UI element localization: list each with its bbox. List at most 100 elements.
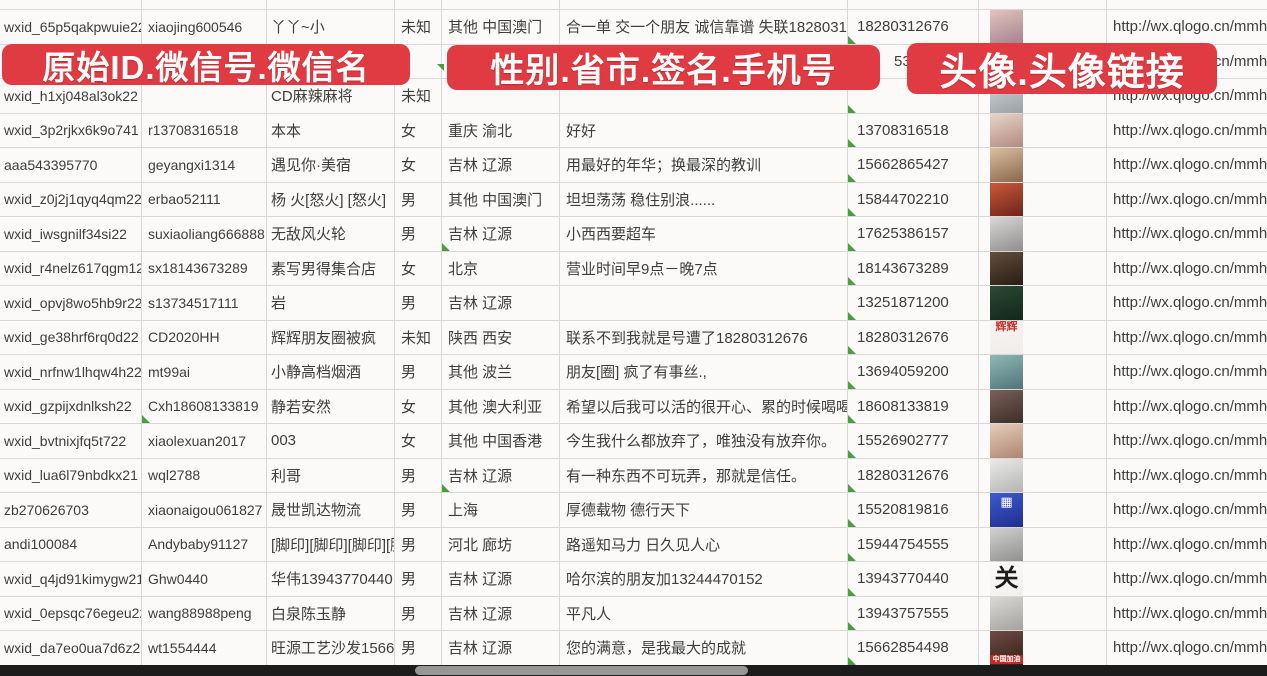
cell-avatar[interactable] (979, 389, 1107, 423)
cell-avatar-url[interactable]: http://wx.qlogo.cn/mmhead (1113, 466, 1267, 484)
cell-signature[interactable]: 小西西要超车 (560, 217, 848, 251)
cell-original-id[interactable]: wxid_opvj8wo5hb9r22 (0, 286, 142, 320)
cell-wechat-id[interactable]: Andybaby91127 (142, 527, 267, 561)
cell-original-id[interactable]: wxid_q4jd91kimygw21 (0, 562, 142, 596)
cell-region[interactable]: 吉林 辽源 (442, 217, 560, 251)
cell-wechat-name[interactable]: 小静高档烟酒 (267, 355, 395, 389)
cell-phone[interactable]: 15944754555 (848, 527, 979, 561)
cell-signature[interactable]: 厚德载物 德行天下 (560, 493, 848, 527)
cell-avatar-url[interactable]: http://wx.qlogo.cn/mmhead (1113, 259, 1267, 277)
cell-wechat-id[interactable]: Cxh18608133819 (142, 389, 267, 423)
cell-wechat-name[interactable]: 003 (267, 424, 395, 458)
cell-avatar[interactable] (979, 596, 1107, 630)
cell-wechat-name[interactable]: 本本 (267, 113, 395, 147)
cell-gender[interactable]: 未知 (395, 10, 442, 44)
cell-signature[interactable]: 坦坦荡荡 稳住别浪...... (560, 182, 848, 216)
cell-region[interactable]: 吉林 辽源 (442, 458, 560, 492)
cell-wechat-id[interactable]: xiaojing600546 (142, 10, 267, 44)
cell-original-id[interactable]: wxid_lua6l79nbdkx21 (0, 458, 142, 492)
cell-original-id[interactable]: wxid_r4nelz617qgm12 (0, 251, 142, 285)
cell-avatar-url[interactable]: http://wx.qlogo.cn/mmhead (1113, 294, 1267, 312)
cell-phone[interactable]: 18143673289 (848, 251, 979, 285)
cell-original-id[interactable]: wxid_3p2rjkx6k9o741 (0, 113, 142, 147)
cell-avatar-url[interactable]: http://wx.qlogo.cn/mmhead (1113, 639, 1267, 657)
cell-avatar[interactable] (979, 251, 1107, 285)
cell-wechat-id[interactable]: wt1554444 (142, 631, 267, 665)
cell-gender[interactable]: 男 (395, 217, 442, 251)
cell-avatar[interactable] (979, 182, 1107, 216)
cell-wechat-name[interactable]: 岩 (267, 286, 395, 320)
cell-wechat-id[interactable]: erbao52111 (142, 182, 267, 216)
cell-gender[interactable]: 男 (395, 458, 442, 492)
cell-phone[interactable]: 15520819816 (848, 493, 979, 527)
cell-avatar[interactable] (979, 10, 1107, 44)
cell-wechat-name[interactable]: CD麻辣麻将 (267, 79, 395, 113)
cell-avatar-url[interactable]: http://wx.qlogo.cn/mmhead (1113, 432, 1267, 450)
horizontal-scrollbar[interactable] (0, 665, 1267, 676)
cell-original-id[interactable]: wxid_z0j2j1qyq4qm22 (0, 182, 142, 216)
cell-signature[interactable]: 哈尔滨的朋友加13244470152 (560, 562, 848, 596)
cell-region[interactable]: 陕西 西安 (442, 320, 560, 354)
cell-signature[interactable]: 用最好的年华；换最深的教训 (560, 148, 848, 182)
cell-wechat-id[interactable]: geyangxi1314 (142, 148, 267, 182)
cell-avatar-url[interactable]: http://wx.qlogo.cn/mmhead (1113, 328, 1267, 346)
cell-phone[interactable]: 13251871200 (848, 286, 979, 320)
cell-avatar[interactable] (979, 458, 1107, 492)
cell-gender[interactable]: 女 (395, 251, 442, 285)
cell-region[interactable]: 北京 (442, 251, 560, 285)
cell-original-id[interactable]: wxid_ge38hrf6rq0d22 (0, 320, 142, 354)
cell-wechat-id[interactable]: r13708316518 (142, 113, 267, 147)
cell-original-id[interactable]: wxid_bvtnixjfq5t722 (0, 424, 142, 458)
cell-avatar[interactable] (979, 148, 1107, 182)
cell-phone[interactable]: 17625386157 (848, 217, 979, 251)
cell-original-id[interactable]: wxid_gzpijxdnlksh22 (0, 389, 142, 423)
cell-wechat-name[interactable]: 遇见你·美宿 (267, 148, 395, 182)
cell-avatar-url[interactable]: http://wx.qlogo.cn/mmhead (1113, 121, 1267, 139)
cell-wechat-id[interactable]: s13734517111 (142, 286, 267, 320)
cell-avatar-url[interactable]: http://wx.qlogo.cn/mmhead (1113, 18, 1267, 36)
cell-avatar[interactable]: 中国加油 (979, 631, 1107, 665)
cell-region[interactable]: 吉林 辽源 (442, 631, 560, 665)
cell-wechat-id[interactable]: Ghw0440 (142, 562, 267, 596)
cell-region[interactable]: 吉林 辽源 (442, 562, 560, 596)
cell-wechat-id[interactable]: CD2020HH (142, 320, 267, 354)
cell-phone[interactable]: 13708316518 (848, 113, 979, 147)
cell-avatar[interactable] (979, 424, 1107, 458)
cell-gender[interactable]: 未知 (395, 79, 442, 113)
cell-wechat-id[interactable]: sx18143673289 (142, 251, 267, 285)
cell-original-id[interactable]: wxid_nrfnw1lhqw4h22 (0, 355, 142, 389)
cell-signature[interactable]: 您的满意，是我最大的成就 (560, 631, 848, 665)
cell-wechat-name[interactable]: 无敌风火轮 (267, 217, 395, 251)
cell-avatar-url[interactable]: http://wx.qlogo.cn/mmhead (1113, 156, 1267, 174)
scrollbar-handle[interactable] (415, 666, 748, 675)
cell-avatar-url[interactable]: http://wx.qlogo.cn/mmhead (1113, 225, 1267, 243)
cell-region[interactable]: 吉林 辽源 (442, 286, 560, 320)
cell-signature[interactable] (560, 286, 848, 320)
cell-avatar-url[interactable]: http://wx.qlogo.cn/mmhead (1113, 363, 1267, 381)
cell-original-id[interactable]: wxid_65p5qakpwuie22 (0, 10, 142, 44)
cell-gender[interactable]: 男 (395, 355, 442, 389)
cell-gender[interactable]: 男 (395, 631, 442, 665)
cell-phone[interactable]: 15662865427 (848, 148, 979, 182)
cell-region[interactable]: 其他 澳大利亚 (442, 389, 560, 423)
cell-avatar[interactable]: ▦ (979, 493, 1107, 527)
cell-avatar[interactable] (979, 286, 1107, 320)
cell-signature[interactable]: 合一单 交一个朋友 诚信靠谱 失联18280312676 (560, 10, 848, 44)
cell-gender[interactable]: 女 (395, 113, 442, 147)
cell-avatar[interactable]: 关 (979, 562, 1107, 596)
cell-gender[interactable] (395, 44, 442, 78)
cell-phone[interactable]: 13943770440 (848, 562, 979, 596)
cell-wechat-id[interactable]: wql2788 (142, 458, 267, 492)
cell-original-id[interactable]: andi100084 (0, 527, 142, 561)
cell-region[interactable]: 吉林 辽源 (442, 596, 560, 630)
cell-region[interactable] (442, 79, 560, 113)
cell-wechat-name[interactable]: 华伟13943770440 (267, 562, 395, 596)
cell-gender[interactable]: 男 (395, 562, 442, 596)
cell-wechat-name[interactable]: 利哥 (267, 458, 395, 492)
cell-signature[interactable]: 营业时间早9点－晚7点 (560, 251, 848, 285)
cell-signature[interactable]: 平凡人 (560, 596, 848, 630)
cell-phone[interactable]: 18280312676 (848, 320, 979, 354)
cell-gender[interactable]: 男 (395, 182, 442, 216)
cell-gender[interactable]: 男 (395, 493, 442, 527)
cell-phone[interactable]: 15526902777 (848, 424, 979, 458)
